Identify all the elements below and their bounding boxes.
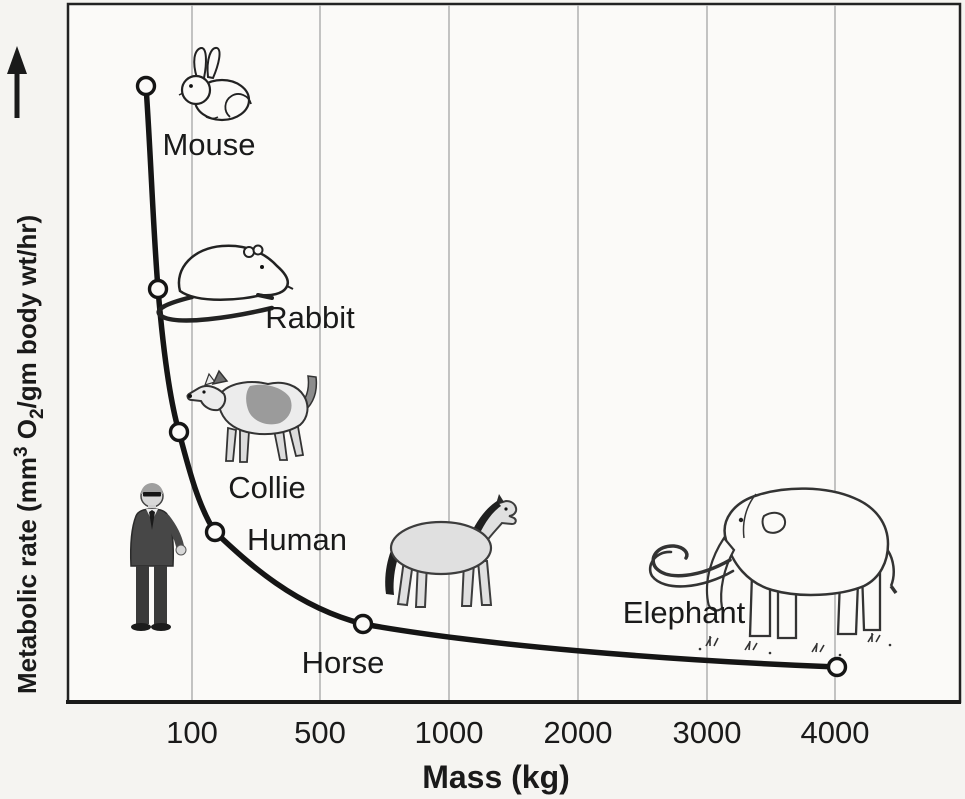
data-point-elephant <box>826 656 848 678</box>
tick-100: 100 <box>166 715 218 750</box>
data-point-mouse <box>135 75 157 97</box>
data-point-rabbit <box>147 278 169 300</box>
tick-2000: 2000 <box>544 715 613 750</box>
mouse-illustration <box>178 47 252 122</box>
metabolic-curve <box>143 83 840 670</box>
up-arrow-icon <box>7 46 27 118</box>
data-points <box>135 75 848 678</box>
tick-500: 500 <box>294 715 346 750</box>
label-human: Human <box>247 522 347 557</box>
elephant-illustration <box>648 487 898 657</box>
human-illustration <box>130 483 187 631</box>
grass-tufts <box>705 633 881 653</box>
data-point-collie <box>168 421 190 443</box>
label-rabbit: Rabbit <box>265 300 355 335</box>
ground-specks <box>698 643 892 657</box>
x-axis-title: Mass (kg) <box>422 759 570 795</box>
rabbit-illustration <box>156 244 294 323</box>
label-elephant: Elephant <box>623 595 746 630</box>
data-point-human <box>204 521 226 543</box>
tick-4000: 4000 <box>801 715 870 750</box>
data-point-horse <box>352 613 374 635</box>
label-horse: Horse <box>302 645 385 680</box>
collie-illustration <box>186 369 318 463</box>
y-axis-title: Metabolic rate (mm3 O2/gm body wt/hr) <box>11 215 48 694</box>
tick-1000: 1000 <box>415 715 484 750</box>
label-mouse: Mouse <box>162 127 255 162</box>
horse-illustration <box>385 494 518 608</box>
tick-3000: 3000 <box>673 715 742 750</box>
x-axis-tick-labels: 100 500 1000 2000 3000 4000 <box>166 715 869 750</box>
label-collie: Collie <box>228 470 306 505</box>
